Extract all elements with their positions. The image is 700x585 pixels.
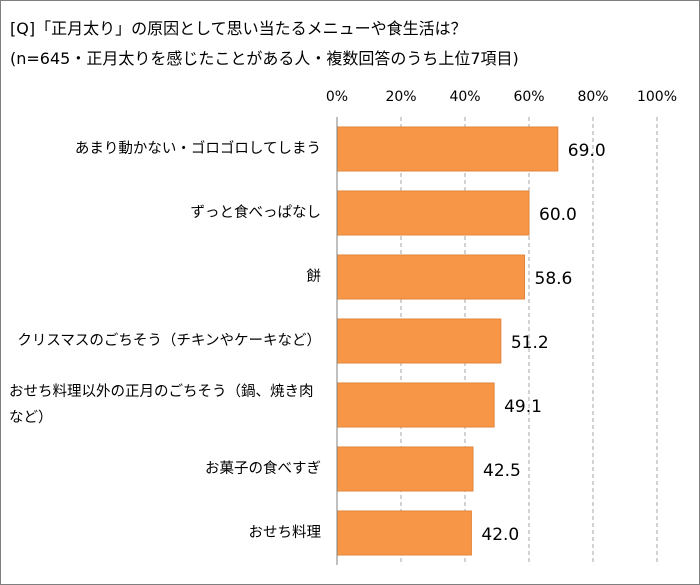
value-label: 60.0 (539, 205, 577, 225)
value-label: 42.5 (483, 461, 521, 481)
x-tick-label: 40% (449, 89, 480, 105)
value-label: 51.2 (511, 333, 549, 353)
bar (336, 382, 495, 428)
value-label: 49.1 (504, 397, 542, 417)
chart-subtitle: (n=645・正月太りを感じたことがある人・複数回答のうち上位7項目) (10, 49, 519, 68)
y-tick-label: ずっと食べっぱなし (190, 205, 322, 221)
x-tick-label: 0% (326, 89, 348, 105)
bar (336, 126, 559, 172)
bar (336, 318, 502, 364)
x-tick-label: 80% (577, 89, 608, 105)
x-tick-label: 100% (637, 89, 677, 105)
x-tick-label: 60% (513, 89, 544, 105)
chart-title: [Q]「正月太り」の原因として思い当たるメニューや食生活は？ (10, 19, 467, 38)
value-label: 42.0 (481, 525, 519, 545)
y-tick-label: お菓子の食べすぎ (205, 461, 321, 477)
y-tick-label: おせち料理 (248, 525, 322, 541)
y-tick-label: おせち料理以外の正月のごちそう（鍋、焼き肉など） (9, 384, 314, 426)
bar (336, 254, 526, 300)
bar (336, 510, 472, 556)
y-tick-label: あまり動かない・ゴロゴロしてしまう (74, 141, 321, 157)
value-label: 58.6 (535, 269, 573, 289)
bar (336, 190, 530, 236)
x-tick-label: 20% (385, 89, 416, 105)
y-tick-label: クリスマスのごちそう（チキンやケーキなど） (17, 333, 321, 349)
value-label: 69.0 (568, 141, 606, 161)
bar (336, 446, 474, 492)
y-tick-label: 餅 (306, 269, 322, 285)
